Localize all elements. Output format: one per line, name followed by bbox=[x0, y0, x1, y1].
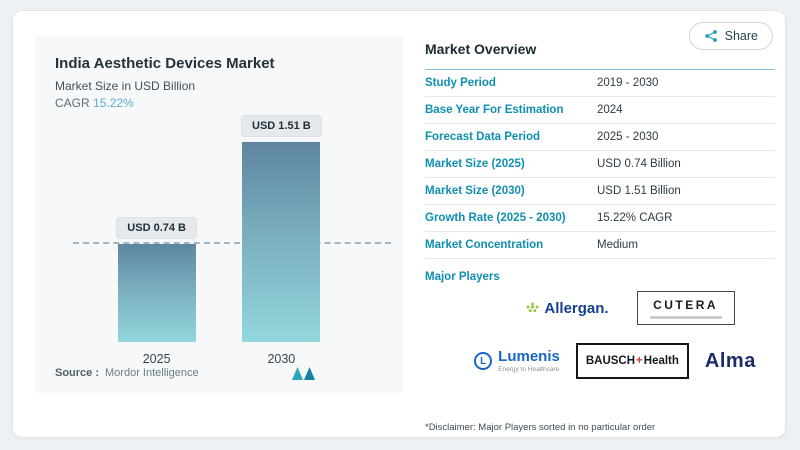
overview-table: Study Period 2019 - 2030 Base Year For Est… bbox=[425, 69, 775, 259]
overview-row: Forecast Data Period 2025 - 2030 bbox=[425, 124, 775, 151]
overview-row-value: 2024 bbox=[597, 104, 623, 116]
alma-wordmark: Alma bbox=[704, 349, 756, 372]
bar-column: USD 1.51 B 2030 bbox=[242, 116, 321, 368]
overview-row: Market Concentration Medium bbox=[425, 232, 775, 259]
overview-row-label: Forecast Data Period bbox=[425, 131, 541, 143]
bar bbox=[242, 142, 321, 342]
cutera-tagline-placeholder bbox=[649, 316, 722, 319]
overview-row-label: Study Period bbox=[425, 77, 496, 89]
bar-column: USD 0.74 B 2025 bbox=[117, 218, 196, 368]
bar-chart-plot: USD 0.74 B 2025 USD 1.51 B 2030 bbox=[55, 112, 391, 368]
allergan-logo: Allergan. bbox=[525, 299, 609, 317]
reference-dashed-line bbox=[73, 242, 391, 244]
share-button-label: Share bbox=[724, 29, 758, 43]
lumenis-logo: L Lumenis Energy to Healthcare bbox=[474, 349, 560, 373]
overview-title: Market Overview bbox=[425, 41, 537, 57]
alma-logo: Alma bbox=[705, 350, 756, 373]
overview-row-value: USD 1.51 Billion bbox=[597, 185, 681, 197]
bausch-plus-icon: + bbox=[636, 355, 643, 367]
overview-row-label: Market Size (2030) bbox=[425, 185, 525, 197]
overview-row: Base Year For Estimation 2024 bbox=[425, 97, 775, 124]
overview-row: Study Period 2019 - 2030 bbox=[425, 70, 775, 97]
lumenis-wordmark: Lumenis bbox=[498, 348, 560, 365]
report-card: Share India Aesthetic Devices Market Mar… bbox=[12, 10, 786, 438]
major-players-logos: Allergan. CUTERA L Lumenis Energy to Hea… bbox=[425, 291, 775, 379]
cagr-value: 15.22% bbox=[93, 96, 134, 110]
x-axis-tick-label: 2025 bbox=[142, 352, 171, 366]
overview-row: Market Size (2030) USD 1.51 Billion bbox=[425, 178, 775, 205]
allergan-wordmark: Allergan. bbox=[544, 299, 609, 317]
bar bbox=[117, 244, 196, 342]
share-button[interactable]: Share bbox=[688, 22, 773, 50]
market-overview-panel: Market Overview Study Period 2019 - 2030 B… bbox=[425, 41, 775, 433]
chart-title: India Aesthetic Devices Market bbox=[55, 55, 275, 72]
cutera-logo: CUTERA bbox=[636, 291, 735, 325]
x-axis-tick-label: 2030 bbox=[267, 352, 296, 366]
overview-row-value: 2019 - 2030 bbox=[597, 77, 659, 89]
lumenis-circle-icon: L bbox=[474, 352, 493, 370]
bar-value-label: USD 0.74 B bbox=[117, 218, 196, 238]
chart-panel: India Aesthetic Devices Market Market Si… bbox=[35, 35, 403, 393]
source-row: Source : Mordor Intelligence bbox=[55, 365, 383, 381]
source-value: Mordor Intelligence bbox=[105, 367, 199, 379]
overview-row-value: Medium bbox=[597, 239, 638, 251]
overview-row-value: 2025 - 2030 bbox=[597, 131, 659, 143]
cagr-label: CAGR bbox=[55, 96, 90, 110]
cutera-wordmark: CUTERA bbox=[653, 298, 719, 312]
overview-row-label: Growth Rate (2025 - 2030) bbox=[425, 212, 566, 224]
disclaimer-text: *Disclaimer: Major Players sorted in no … bbox=[425, 422, 656, 433]
overview-row-label: Market Size (2025) bbox=[425, 158, 525, 170]
chart-subtitle: Market Size in USD Billion bbox=[55, 79, 196, 93]
bar-value-label: USD 1.51 B bbox=[242, 116, 321, 136]
overview-row-value: USD 0.74 Billion bbox=[597, 158, 681, 170]
allergan-dots-icon bbox=[525, 302, 540, 315]
mordor-intelligence-logo-icon bbox=[291, 365, 317, 381]
overview-row: Growth Rate (2025 - 2030) 15.22% CAGR bbox=[425, 205, 775, 232]
share-icon bbox=[704, 29, 718, 43]
bausch-health-word: Health bbox=[643, 355, 679, 367]
bausch-health-logo: BAUSCH + Health bbox=[575, 343, 689, 379]
major-players-label: Major Players bbox=[425, 271, 500, 283]
overview-row-label: Base Year For Estimation bbox=[425, 104, 564, 116]
overview-row-value: 15.22% CAGR bbox=[597, 212, 673, 224]
lumenis-tagline: Energy to Healthcare bbox=[498, 366, 560, 373]
overview-row-label: Market Concentration bbox=[425, 239, 544, 251]
source-label: Source : bbox=[55, 367, 100, 379]
chart-cagr: CAGR 15.22% bbox=[55, 96, 383, 110]
overview-row: Market Size (2025) USD 0.74 Billion bbox=[425, 151, 775, 178]
bausch-wordmark: BAUSCH bbox=[585, 355, 636, 367]
